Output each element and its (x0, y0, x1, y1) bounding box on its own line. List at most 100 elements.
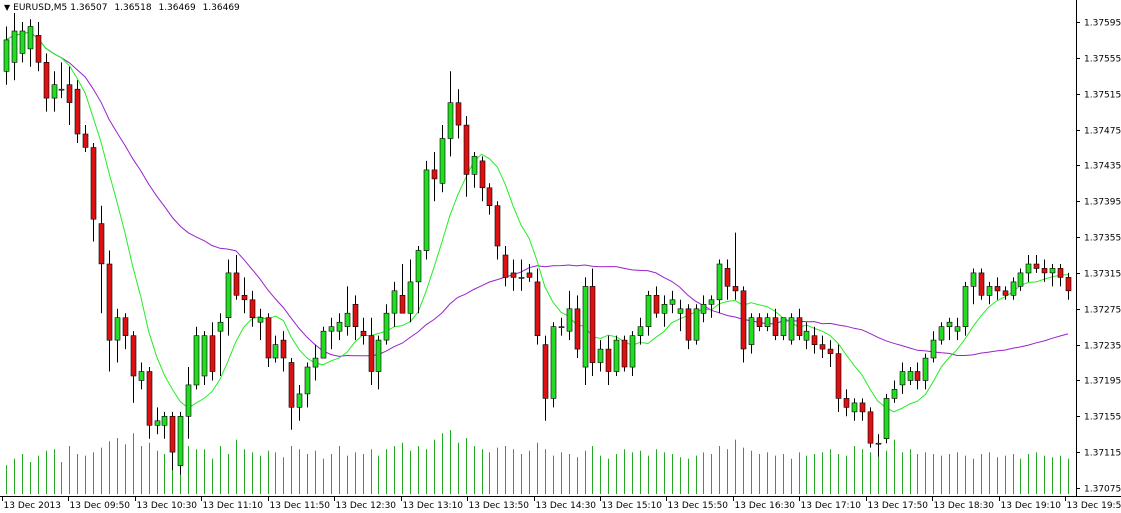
candle (177, 411, 184, 475)
candle (526, 263, 533, 282)
price-tick-label: 1.37235 (1084, 342, 1121, 352)
candle (827, 340, 834, 368)
candle (241, 277, 248, 314)
candle-body-bull (201, 335, 208, 377)
candle (51, 71, 58, 112)
candle-body-bear (399, 294, 406, 314)
candle (574, 295, 581, 359)
candle-body-bull (708, 299, 715, 305)
candle (716, 259, 723, 314)
candle (471, 151, 478, 188)
candle-body-bull (1017, 272, 1024, 287)
candle (1057, 263, 1064, 287)
candle (130, 331, 137, 403)
candle-body-bear (486, 187, 493, 207)
candle-body-bear (1033, 263, 1040, 269)
candle (835, 344, 842, 412)
candle-body-bull (764, 317, 771, 328)
candle-body-bull (296, 393, 303, 408)
candle-body-bull (344, 312, 351, 327)
high-value: 1.36518 (114, 3, 152, 13)
candle (320, 326, 327, 359)
candle (518, 259, 525, 291)
candle-body-bear (653, 294, 660, 314)
candle (708, 295, 715, 318)
price-axis-ticks: 1.37595 1.37555 1.37515 1.37475 1.37435 1.373… (1076, 19, 1121, 495)
candle-body-bear (82, 133, 89, 148)
candle-body-bull (693, 308, 700, 341)
candle-body-bear (1041, 268, 1048, 274)
candle-body-bear (1002, 290, 1009, 296)
triangle-down-icon[interactable]: ▼ (4, 3, 11, 12)
candle-body-bull (637, 326, 644, 337)
candle (423, 160, 430, 260)
time-tick-label: 13 Dec 11:10 (203, 501, 264, 511)
candle-body-bear (859, 402, 866, 413)
candle (1002, 286, 1009, 300)
candle (685, 304, 692, 350)
candle (732, 232, 739, 300)
time-tick-label: 13 Dec 15:10 (602, 501, 663, 511)
candle-body-bear (843, 398, 850, 408)
candle (415, 246, 422, 314)
candle (970, 268, 977, 305)
candle-body-bull (962, 286, 969, 327)
candle-body-bull (328, 326, 335, 332)
candle (986, 281, 993, 305)
candle-body-bull (217, 321, 224, 332)
candle-body-bull (138, 371, 145, 381)
candle (74, 80, 81, 143)
candle-body-bull (320, 330, 327, 359)
low-value: 1.36469 (158, 3, 196, 13)
price-tick-label: 1.37275 (1084, 306, 1121, 316)
time-tick-label: 13 Dec 14:30 (536, 501, 597, 511)
candle-body-bear (241, 294, 248, 301)
candle (114, 308, 121, 363)
candle (788, 313, 795, 345)
candle-body-bear (526, 272, 533, 278)
candle (542, 335, 549, 421)
candle-body-bull (193, 335, 200, 386)
candle-body-bull (11, 30, 18, 63)
candle-body-bull (700, 303, 707, 314)
time-tick-label: 13 Dec 19:10 (1001, 501, 1062, 511)
candle-body-bear (994, 286, 1001, 292)
candle-body-bull (161, 415, 168, 426)
candle (439, 125, 446, 193)
price-tick-label: 1.37315 (1084, 270, 1121, 280)
candle-body-bear (209, 335, 216, 372)
candle-body-bull (788, 317, 795, 341)
candle-body-bear (130, 335, 137, 377)
candle (859, 398, 866, 421)
candle-body-bull (677, 308, 684, 314)
candle (1010, 277, 1017, 300)
time-tick-label: 13 Dec 12:30 (336, 501, 397, 511)
candle-body-bull (558, 326, 565, 329)
candle-body-bear (819, 344, 826, 350)
time-axis-ticks: 13 Dec 2013 13 Dec 09:50 13 Dec 10:30 13 De… (2, 496, 1121, 511)
candle-body-bull (383, 312, 390, 341)
candle (19, 22, 26, 63)
candle-body-bull (185, 384, 192, 417)
candle (368, 317, 375, 385)
candle (27, 19, 34, 67)
price-tick-label: 1.37475 (1084, 127, 1121, 137)
candle (851, 398, 858, 421)
price-tick-label: 1.37195 (1084, 377, 1121, 387)
price-tick-label: 1.37555 (1084, 55, 1121, 65)
candle (875, 434, 882, 457)
candle-body-bear (233, 272, 240, 296)
candle (1033, 255, 1040, 273)
candle (391, 281, 398, 327)
candle-body-bear (724, 268, 731, 287)
candle-body-bear (510, 272, 517, 278)
candle-body-bull (550, 326, 557, 399)
candle-body-bear (288, 362, 295, 408)
candle (360, 317, 367, 345)
candle-body-bull (645, 294, 652, 327)
candle-body-bull (566, 308, 573, 332)
candle (700, 295, 707, 323)
candle-body-bull (716, 263, 723, 301)
candle-body-bull (661, 303, 668, 314)
